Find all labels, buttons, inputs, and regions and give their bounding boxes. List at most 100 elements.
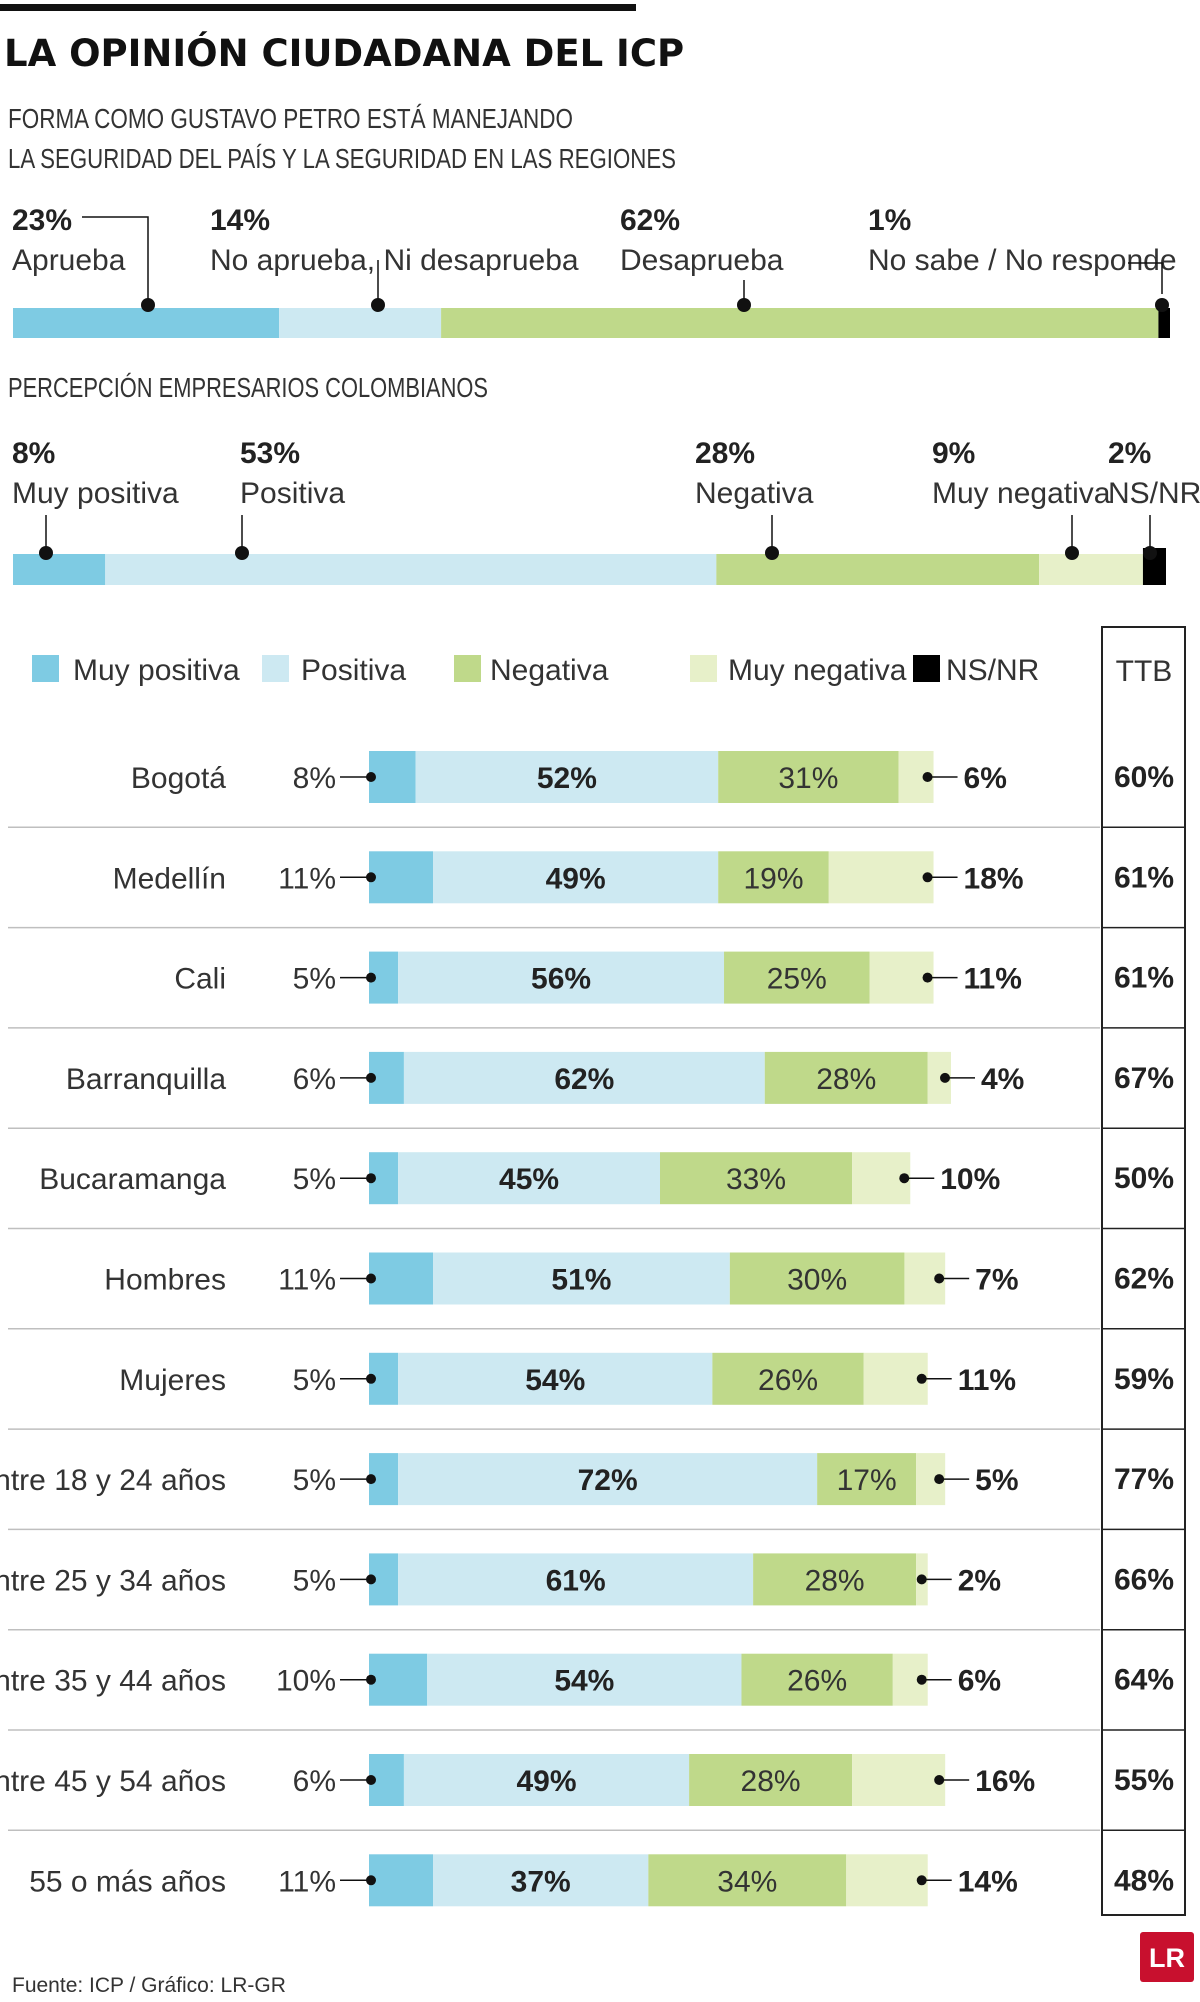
legend-label: Negativa bbox=[490, 654, 609, 687]
segment-value-label: 8% bbox=[12, 437, 55, 470]
bar-positiva bbox=[398, 1453, 818, 1506]
bar-positiva bbox=[398, 1553, 754, 1606]
segment-name-label: Aprueba bbox=[12, 244, 126, 277]
bar-negativa bbox=[648, 1854, 847, 1907]
approval-chart: 23% Aprueba 14% No aprueba, Ni desaprueba 62… bbox=[12, 204, 1177, 338]
leader-dot bbox=[366, 1072, 376, 1083]
leader-dot bbox=[1143, 546, 1157, 560]
leader-dot bbox=[366, 1373, 376, 1384]
category-label: Entre 25 y 34 años bbox=[0, 1564, 226, 1597]
ttb-value: 60% bbox=[1114, 761, 1174, 794]
leader-dot bbox=[235, 546, 249, 560]
ttb-value: 64% bbox=[1114, 1664, 1174, 1697]
leader-line bbox=[82, 216, 149, 304]
legend-label: NS/NR bbox=[946, 654, 1039, 687]
leader-dot bbox=[1155, 298, 1169, 312]
ttb-value: 77% bbox=[1114, 1463, 1174, 1496]
value-label-negativa: 25% bbox=[767, 963, 827, 996]
value-label-negativa: 28% bbox=[805, 1564, 865, 1597]
value-label-muy-negativa: 11% bbox=[964, 963, 1022, 996]
leader-dot bbox=[1065, 546, 1079, 560]
bar-positiva bbox=[403, 1051, 765, 1104]
subtitle-line-2: LA SEGURIDAD DEL PAÍS Y LA SEGURIDAD EN … bbox=[8, 143, 676, 174]
value-label-muy-negativa: 7% bbox=[975, 1264, 1018, 1297]
ttb-value: 59% bbox=[1114, 1363, 1174, 1396]
value-label-muy-positiva: 6% bbox=[293, 1765, 336, 1798]
leader-dot bbox=[737, 298, 751, 312]
value-label-positiva: 37% bbox=[511, 1865, 571, 1898]
value-label-positiva: 49% bbox=[546, 862, 606, 895]
segment-value-label: 9% bbox=[932, 437, 975, 470]
value-label-positiva: 62% bbox=[554, 1063, 614, 1096]
value-label-muy-negativa: 2% bbox=[958, 1564, 1001, 1597]
value-label-positiva: 61% bbox=[546, 1564, 606, 1597]
leader-dot bbox=[366, 872, 376, 883]
value-label-negativa: 30% bbox=[787, 1264, 847, 1297]
leader-dot bbox=[366, 1574, 376, 1585]
value-label-negativa: 33% bbox=[726, 1163, 786, 1196]
bar-segment-1 bbox=[279, 308, 442, 338]
ttb-value: 62% bbox=[1114, 1263, 1174, 1296]
legend-swatch bbox=[690, 655, 717, 682]
bar-positiva bbox=[415, 751, 719, 803]
segment-value-label: 2% bbox=[1108, 437, 1151, 470]
category-label: Mujeres bbox=[119, 1364, 226, 1397]
value-label-muy-negativa: 4% bbox=[981, 1063, 1024, 1096]
bar-positiva bbox=[427, 1653, 742, 1706]
ttb-column-box bbox=[1101, 626, 1186, 1916]
value-label-negativa: 17% bbox=[837, 1464, 897, 1497]
leader-dot bbox=[366, 1875, 376, 1886]
bar-segment-0 bbox=[13, 554, 106, 585]
leader-dot bbox=[366, 772, 376, 782]
page-title: LA OPINIÓN CIUDADANA DEL ICP bbox=[4, 31, 684, 75]
leader-dot bbox=[366, 1173, 376, 1184]
leader-dot bbox=[366, 1775, 376, 1785]
ttb-header: TTB bbox=[1116, 655, 1173, 688]
segment-name-label: Muy positiva bbox=[12, 477, 179, 510]
value-label-negativa: 28% bbox=[741, 1765, 801, 1798]
leader-dot bbox=[366, 1474, 376, 1485]
ttb-value: 61% bbox=[1114, 861, 1174, 894]
value-label-negativa: 28% bbox=[816, 1063, 876, 1096]
bar-muy-positiva bbox=[369, 1252, 434, 1305]
category-label: Entre 45 y 54 años bbox=[0, 1765, 226, 1798]
segment-name-label: NS/NR bbox=[1108, 477, 1200, 510]
bar-negativa bbox=[729, 1252, 905, 1305]
bar-segment-2 bbox=[441, 308, 1159, 338]
value-label-muy-positiva: 11% bbox=[278, 862, 336, 895]
value-label-negativa: 31% bbox=[778, 762, 838, 795]
value-label-muy-positiva: 10% bbox=[276, 1665, 336, 1698]
segment-name-label: Positiva bbox=[240, 477, 345, 510]
segment-value-label: 14% bbox=[210, 204, 270, 237]
source-note: Fuente: ICP / Gráfico: LR-GR bbox=[12, 1974, 286, 1997]
leader-dot bbox=[39, 546, 53, 560]
legend-swatch bbox=[454, 655, 481, 682]
regional-breakdown-chart: TTB Bogotá 8% 52% 31% 6% 60% Medellín 11% 49% 19% 1… bbox=[0, 626, 1186, 1916]
value-label-positiva: 72% bbox=[578, 1464, 638, 1497]
bar-muy-positiva bbox=[369, 851, 434, 904]
leader-dot bbox=[371, 298, 385, 312]
value-label-negativa: 26% bbox=[787, 1665, 847, 1698]
lr-logo-box bbox=[1140, 1932, 1194, 1982]
bar-negativa bbox=[712, 1352, 864, 1405]
value-label-muy-negativa: 6% bbox=[964, 762, 1007, 795]
leader-dot bbox=[366, 972, 376, 983]
bar-segment-2 bbox=[716, 554, 1040, 585]
segment-value-label: 23% bbox=[12, 204, 72, 237]
segment-value-label: 62% bbox=[620, 204, 680, 237]
value-label-muy-positiva: 11% bbox=[278, 1264, 336, 1297]
bar-negativa bbox=[741, 1653, 893, 1706]
segment-name-label: No aprueba, Ni desaprueba bbox=[210, 244, 579, 277]
value-label-muy-positiva: 5% bbox=[293, 1364, 336, 1397]
lr-logo: LR bbox=[1140, 1932, 1194, 1982]
value-label-muy-positiva: 6% bbox=[293, 1063, 336, 1096]
bar-positiva bbox=[433, 1252, 730, 1305]
segment-name-label: Negativa bbox=[695, 477, 814, 510]
legend-swatch bbox=[262, 655, 289, 682]
value-label-positiva: 56% bbox=[531, 963, 591, 996]
ttb-value: 66% bbox=[1114, 1563, 1174, 1596]
value-label-negativa: 26% bbox=[758, 1364, 818, 1397]
value-label-positiva: 54% bbox=[525, 1364, 585, 1397]
bar-positiva bbox=[398, 1152, 660, 1205]
